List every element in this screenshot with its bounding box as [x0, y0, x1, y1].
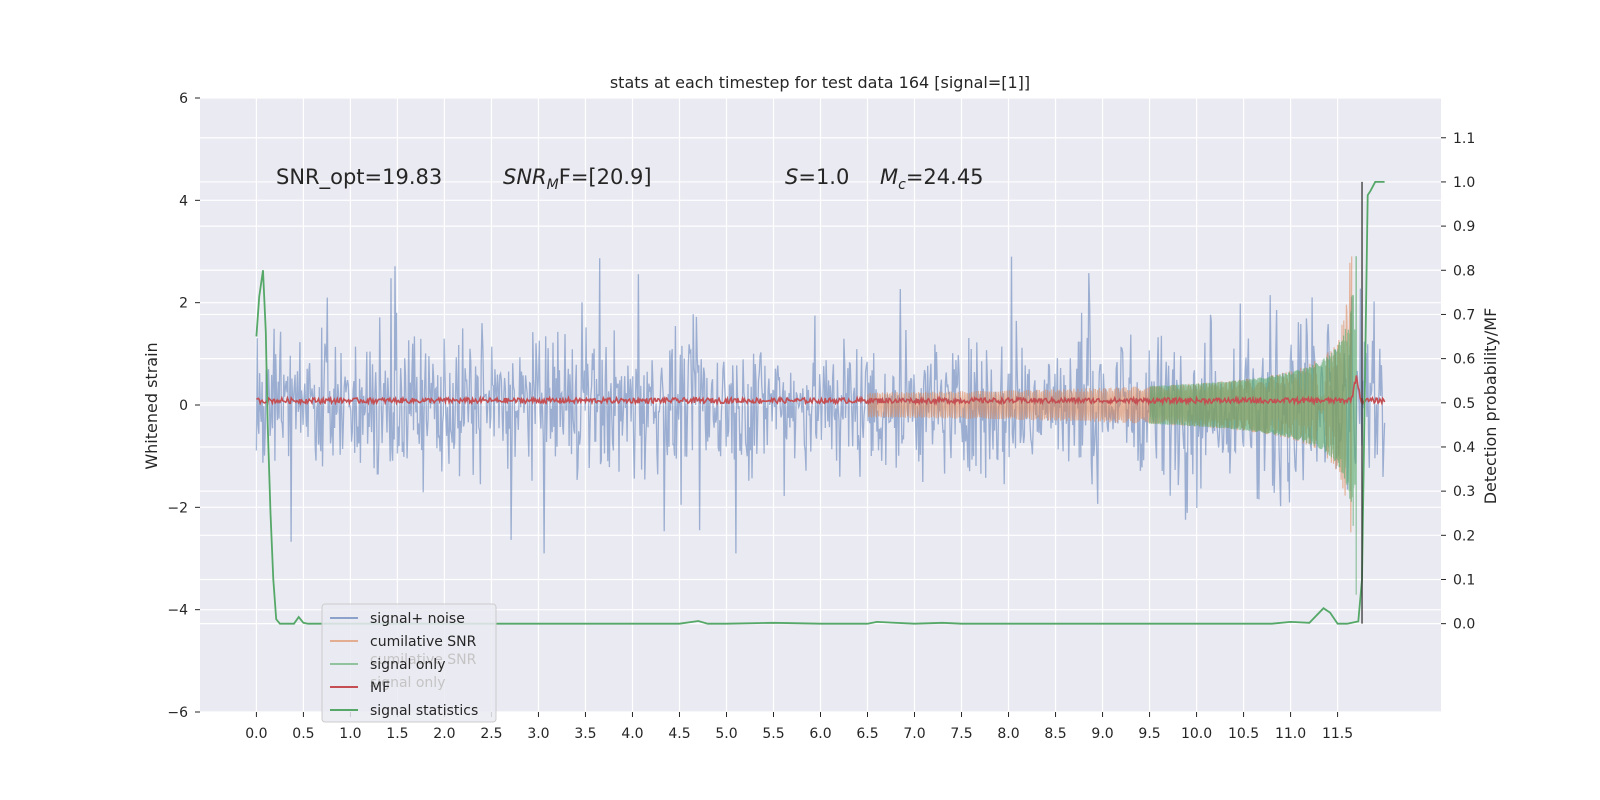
y-tick-label: −2 [167, 500, 188, 516]
legend-box [321, 603, 497, 723]
y-right-tick-label: 0.3 [1453, 484, 1475, 500]
legend-label: cumilative SNR [370, 634, 477, 650]
annotation-s: S=1.0 [785, 165, 849, 189]
y-tick-label: 2 [179, 296, 188, 312]
x-tick-label: 4.0 [621, 726, 643, 742]
y-right-tick-label: 0.0 [1453, 617, 1475, 633]
annotation-s-rest: =1.0 [798, 165, 849, 189]
series-layer [255, 181, 1386, 625]
series-signal-statistics [255, 181, 1385, 625]
x-tick-label: 11.0 [1275, 726, 1306, 742]
y-tick-label: 4 [179, 193, 188, 209]
x-tick-label: 5.5 [762, 726, 784, 742]
y-right-tick-label: 0.6 [1453, 352, 1475, 368]
y-tick-label: 0 [179, 398, 188, 414]
legend-ghost-label: signal only [370, 675, 445, 691]
y-axis-right-label: Detection probability/MF [1481, 308, 1500, 505]
y-right-tick-label: 1.1 [1453, 131, 1475, 147]
y-right-tick-label: 1.0 [1453, 175, 1475, 191]
legend-ghost-label: cumilative SNR [370, 652, 477, 668]
annotation-snr-mf: SNRMF=[20.9] [503, 165, 652, 193]
x-tick-label: 9.0 [1091, 726, 1113, 742]
y-tick-label: −4 [167, 603, 188, 619]
annotation-s-main: S [785, 165, 798, 189]
x-tick-label: 5.0 [715, 726, 737, 742]
series-mf [256, 375, 1386, 407]
x-tick-label: 1.0 [339, 726, 361, 742]
y-right-tick-label: 0.2 [1453, 528, 1475, 544]
x-tick-label: 2.0 [433, 726, 455, 742]
legend-label: MF [370, 680, 390, 696]
x-tick-label: 10.0 [1181, 726, 1212, 742]
series-signal-only [1149, 256, 1357, 595]
x-tick-label: 8.5 [1044, 726, 1066, 742]
chart-title: stats at each timestep for test data 164… [610, 73, 1030, 92]
x-tick-label: 11.5 [1322, 726, 1353, 742]
legend-label: signal only [370, 657, 445, 673]
x-tick-label: 7.5 [950, 726, 972, 742]
annotation-snr-mf-rest: F=[20.9] [559, 165, 652, 189]
x-tick-label: 0.5 [292, 726, 314, 742]
x-tick-label: 3.0 [527, 726, 549, 742]
y-tick-label: 6 [179, 91, 188, 107]
y-right-tick-label: 0.7 [1453, 307, 1475, 323]
legend-label: signal statistics [370, 703, 478, 719]
x-tick-label: 1.5 [386, 726, 408, 742]
y-right-tick-label: 0.1 [1453, 572, 1475, 588]
y-right-tick-label: 0.9 [1453, 219, 1475, 235]
y-tick-label: −6 [167, 705, 188, 721]
y-axis-label: Whitened strain [142, 342, 161, 469]
legend-label: signal+ noise [370, 611, 465, 627]
x-tick-label: 8.0 [997, 726, 1019, 742]
annotation-mc: Mc=24.45 [880, 165, 984, 193]
y-right-tick-label: 0.5 [1453, 396, 1475, 412]
annotation-mc-sub: c [898, 177, 906, 193]
y-right-tick-label: 0.4 [1453, 440, 1475, 456]
annotation-mc-main: M [880, 165, 898, 189]
x-tick-label: 7.0 [903, 726, 925, 742]
x-tick-label: 9.5 [1138, 726, 1160, 742]
x-tick-label: 10.5 [1228, 726, 1259, 742]
annotation-snr-mf-sub: M [547, 177, 559, 193]
annotation-snr-opt: SNR_opt=19.83 [276, 165, 442, 190]
x-tick-label: 0.0 [245, 726, 267, 742]
y-right-tick-label: 0.8 [1453, 263, 1475, 279]
annotation-snr-mf-main: SNR [503, 165, 547, 189]
x-tick-label: 6.5 [856, 726, 878, 742]
series-signal-noise [255, 256, 1386, 554]
x-tick-label: 3.5 [574, 726, 596, 742]
annotation-mc-rest: =24.45 [906, 165, 984, 189]
x-tick-label: 6.0 [809, 726, 831, 742]
x-tick-label: 4.5 [668, 726, 690, 742]
axis-ticks: 0.0 0.5 1.0 1.5 2.0 2.5 3.0 3.5 4.0 4.5 5.0 5.5 6.0 6… [167, 91, 1475, 742]
x-tick-label: 2.5 [480, 726, 502, 742]
